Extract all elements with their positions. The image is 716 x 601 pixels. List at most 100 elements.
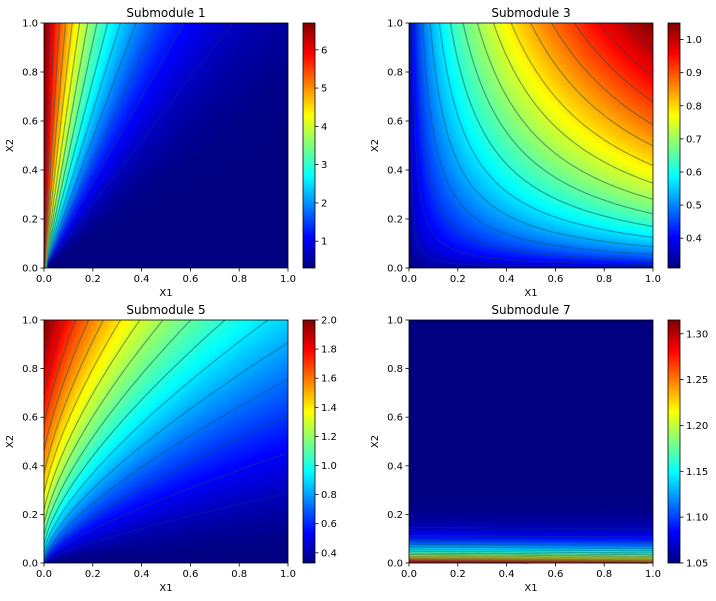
y-tick-label: 0.6 <box>387 413 403 424</box>
panel-title: Submodule 5 <box>126 303 205 317</box>
heatmap-image-3 <box>409 320 653 563</box>
x-tick-label: 1.0 <box>645 569 661 580</box>
y-tick-label: 0.8 <box>22 68 38 79</box>
colorbar-frame <box>302 319 316 564</box>
colorbar-tick-label: 1.20 <box>686 421 708 432</box>
panel-title: Submodule 3 <box>491 6 570 20</box>
contour-line-3-3 <box>409 539 653 543</box>
colorbar-tick-label: 0.4 <box>321 548 337 559</box>
y-tick-label: 0.0 <box>387 264 403 275</box>
y-tick-label: 0.4 <box>22 461 38 472</box>
colorbar-tick-label: 1.25 <box>686 375 708 386</box>
contour-line-1-8 <box>462 22 654 215</box>
contour-line-3-11 <box>409 556 653 560</box>
y-tick-label: 1.0 <box>22 19 38 30</box>
y-axis-label: X2 <box>370 435 381 448</box>
colorbar-tick-label: 3 <box>321 160 327 171</box>
contour-line-3-7 <box>409 550 654 554</box>
contour-line-1-13 <box>551 22 654 126</box>
contour-line-1-10 <box>492 22 654 184</box>
y-tick-label: 0.4 <box>387 461 403 472</box>
x-tick-label: 0.8 <box>231 274 247 285</box>
colorbar-gradient <box>668 23 680 268</box>
y-tick-label: 0.8 <box>22 364 38 375</box>
heatmap-image-0 <box>44 23 288 268</box>
x-tick-label: 0.2 <box>85 569 101 580</box>
contour-line-3-10 <box>409 555 653 559</box>
contour-line-3-1 <box>409 526 654 530</box>
x-tick-label: 0.4 <box>499 569 515 580</box>
heatmap-image-1 <box>409 23 653 268</box>
colorbar-tick-label: 4 <box>321 122 327 133</box>
colorbar-tick-label: 1.10 <box>686 513 708 524</box>
x-axis-label: X1 <box>159 583 172 594</box>
contour-line-3-2 <box>408 535 653 538</box>
colorbar-frame <box>302 22 316 269</box>
colorbar-tick-label: 1.6 <box>321 374 337 385</box>
contour-line-1-15 <box>598 22 654 78</box>
colorbar-tick-label: 5 <box>321 84 327 95</box>
colorbar-tick-label: 6 <box>321 45 327 56</box>
contour-line-2-5 <box>43 342 289 556</box>
colorbar-tick-label: 0.4 <box>686 234 702 245</box>
panel-submodule-1: 0.0 0.2 0.4 0.6 0.8 1.0 0.0 0.2 0.4 0.6 0.8 1.0 Subm… <box>5 6 327 299</box>
x-tick-label: 0.8 <box>231 569 247 580</box>
y-tick-label: 0.4 <box>387 166 403 177</box>
colorbar-tick-label: 1.8 <box>321 345 337 356</box>
colorbar-tick-label: 1.0 <box>321 461 337 472</box>
x-axis-label: X1 <box>524 583 537 594</box>
colorbar-tick-label: 0.8 <box>321 490 337 501</box>
colorbar-tick-label: 0.7 <box>686 134 702 145</box>
colorbar-gradient <box>303 320 315 563</box>
x-tick-label: 0.2 <box>85 274 101 285</box>
contour-line-2-1 <box>43 492 289 563</box>
y-tick-label: 1.0 <box>387 19 403 30</box>
colorbar-gradient <box>303 23 315 268</box>
y-tick-label: 0.2 <box>387 510 403 521</box>
panel-title: Submodule 1 <box>126 6 205 20</box>
y-tick-label: 0.4 <box>22 166 38 177</box>
heatmap-image-2 <box>44 320 288 563</box>
colorbar-tick-label: 0.6 <box>686 167 702 178</box>
contour-line-3-5 <box>408 546 654 550</box>
y-axis-label: X2 <box>5 139 16 152</box>
colorbar-gradient <box>668 320 680 563</box>
contour-line-3-6 <box>409 548 654 552</box>
x-tick-label: 0.0 <box>401 274 417 285</box>
contour-line-3-14 <box>409 559 653 563</box>
panel-title: Submodule 7 <box>491 303 570 317</box>
colorbar-tick-label: 2 <box>321 198 327 209</box>
x-tick-label: 1.0 <box>645 274 661 285</box>
contour-line-1-12 <box>530 22 654 147</box>
x-tick-label: 0.0 <box>36 274 52 285</box>
y-tick-label: 0.8 <box>387 364 403 375</box>
y-tick-label: 0.6 <box>22 413 38 424</box>
panel-submodule-7: 0.0 0.2 0.4 0.6 0.8 1.0 0.0 0.2 0.4 0.6 0.8 1.0 Subm… <box>370 303 708 594</box>
x-tick-label: 0.8 <box>596 569 612 580</box>
axes-frame <box>43 319 289 564</box>
contour-line-1-7 <box>449 22 654 228</box>
contour-line-3-13 <box>409 558 653 562</box>
colorbar-tick-label: 0.8 <box>686 101 702 112</box>
y-tick-label: 0.2 <box>22 510 38 521</box>
contour-line-1-6 <box>438 22 654 239</box>
contour-line-3-9 <box>409 553 653 557</box>
y-tick-label: 1.0 <box>22 316 38 327</box>
x-axis-label: X1 <box>159 288 172 299</box>
contour-line-1-3 <box>416 22 654 261</box>
x-tick-label: 1.0 <box>280 569 296 580</box>
colorbar-tick-label: 1.4 <box>321 403 337 414</box>
contour-line-2-4 <box>43 378 289 560</box>
colorbar-tick-label: 1.0 <box>686 35 702 46</box>
y-tick-label: 1.0 <box>387 316 403 327</box>
colorbar-tick-label: 2.0 <box>321 316 337 327</box>
contour-line-3-8 <box>409 552 653 556</box>
x-tick-label: 0.2 <box>450 569 466 580</box>
colorbar-frame <box>667 22 681 269</box>
contour-line-1-11 <box>510 22 654 167</box>
contour-line-3-4 <box>409 543 653 547</box>
contour-line-1-9 <box>476 22 654 200</box>
x-tick-label: 0.6 <box>547 569 563 580</box>
axes-frame <box>43 22 289 269</box>
